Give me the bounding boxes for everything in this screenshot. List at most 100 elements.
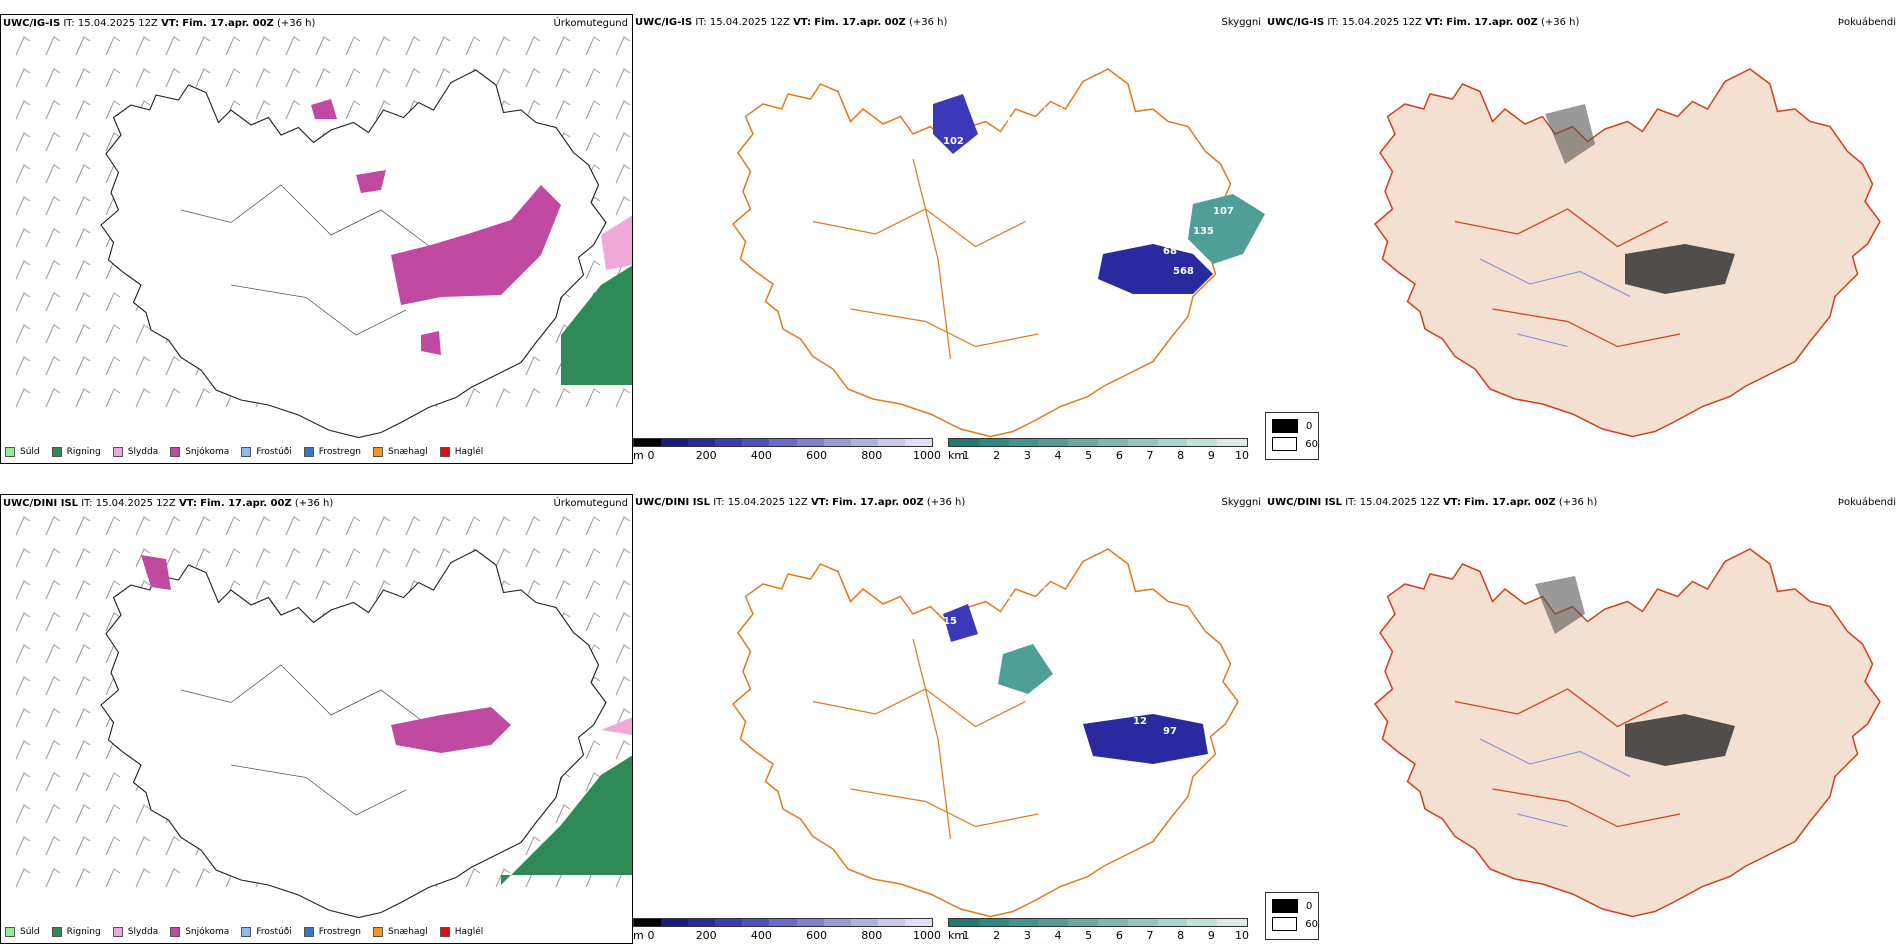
panel-header: UWC/DINI ISL IT: 15.04.2025 12Z VT: Fim.… — [3, 498, 334, 509]
legend-label: Snjókoma — [185, 927, 230, 937]
wind-barb — [525, 548, 541, 568]
wind-barb — [435, 36, 451, 56]
ceiling-label: 117 — [963, 166, 984, 177]
legend-label: Súld — [20, 447, 40, 457]
wind-barb — [585, 516, 601, 536]
wind-barb — [315, 68, 331, 88]
wind-barb — [525, 516, 541, 536]
legend-swatch — [303, 927, 314, 937]
wind-barb — [375, 36, 391, 56]
wind-barb — [105, 356, 121, 376]
wind-barb — [165, 516, 181, 536]
wind-barb — [525, 836, 541, 856]
wind-barb — [15, 164, 31, 184]
visibility-scale: km 1 2 3 4 5 6 7 8 9 10 — [948, 438, 1249, 464]
ceiling-label: 30 — [1213, 686, 1227, 697]
panel-header: UWC/DINI ISL IT: 15.04.2025 12Z VT: Fim.… — [635, 497, 966, 508]
wind-barb — [15, 228, 31, 248]
wind-barb — [615, 164, 631, 184]
wind-barb — [45, 548, 61, 568]
wind-barb — [165, 836, 181, 856]
wind-barb — [45, 100, 61, 120]
wind-barb — [135, 868, 151, 888]
wind-barb — [75, 836, 91, 856]
ceiling-label: 156 — [1023, 626, 1044, 637]
wind-barb — [15, 580, 31, 600]
wind-barb — [255, 548, 271, 568]
low-vis-area — [1188, 194, 1265, 264]
legend-item: Snæhagl — [373, 927, 428, 937]
wind-barb — [135, 36, 151, 56]
wind-barb — [345, 100, 361, 120]
wind-barb — [195, 68, 211, 88]
scale-tick: 200 — [695, 449, 717, 462]
legend-swatch — [439, 927, 450, 937]
wind-barb — [405, 548, 421, 568]
rivers — [1479, 738, 1631, 827]
wind-barb — [435, 548, 451, 568]
wind-barb — [105, 100, 121, 120]
legend-label: Haglél — [454, 447, 484, 457]
ceiling-label: 302 — [1043, 106, 1064, 117]
wind-barb — [45, 356, 61, 376]
wind-barb — [615, 100, 631, 120]
wind-barb — [435, 68, 451, 88]
wind-barb — [615, 708, 631, 728]
wind-barb — [555, 804, 571, 824]
road-network — [812, 638, 1039, 840]
legend-swatch — [373, 447, 384, 457]
wind-barb — [105, 292, 121, 312]
wind-barb — [285, 68, 301, 88]
wind-barb — [45, 132, 61, 152]
rivers — [1479, 258, 1631, 347]
wind-barb — [615, 612, 631, 632]
fog-panel-bottom: UWC/DINI ISL IT: 15.04.2025 12Z VT: Fim.… — [1265, 494, 1900, 944]
wind-barb — [45, 644, 61, 664]
precip-type-panel-bottom: UWC/DINI ISL IT: 15.04.2025 12Z VT: Fim.… — [0, 494, 633, 944]
scale-tick: 200 — [695, 929, 717, 942]
wind-barb — [525, 68, 541, 88]
scale-tick: 4 — [1054, 449, 1062, 462]
wind-barb — [615, 388, 631, 408]
ceiling-label: 15 — [943, 616, 957, 627]
wind-barb — [75, 292, 91, 312]
scale-tick: 0 — [647, 449, 655, 462]
ceiling-label: 12 — [1133, 716, 1147, 727]
legend-label: Frostúði — [256, 447, 292, 457]
wind-barb — [45, 292, 61, 312]
ceiling-label: 22 — [1193, 706, 1207, 717]
legend-item: Slydda — [112, 447, 158, 457]
scale-tick: 800 — [861, 449, 883, 462]
scale-unit: km — [948, 929, 966, 942]
wind-barb — [45, 36, 61, 56]
scale-tick: 8 — [1177, 929, 1185, 942]
legend-swatch — [170, 447, 181, 457]
legend-label: Haglél — [454, 927, 484, 937]
wind-barb — [405, 68, 421, 88]
wind-barb — [615, 548, 631, 568]
wind-barb — [285, 516, 301, 536]
wind-barb — [75, 164, 91, 184]
fog-area-2 — [1535, 576, 1585, 634]
legend-label: Snæhagl — [388, 927, 428, 937]
wind-barb — [345, 580, 361, 600]
wind-barb — [105, 804, 121, 824]
fog-legend: 0 60 — [1265, 412, 1319, 460]
snow-area-small — [421, 331, 441, 355]
wind-barb — [15, 644, 31, 664]
wind-barb — [525, 356, 541, 376]
wind-barb — [75, 36, 91, 56]
wind-barb — [45, 708, 61, 728]
legend-swatch — [112, 447, 123, 457]
visibility-panel-top: UWC/IG-IS IT: 15.04.2025 12Z VT: Fim. 17… — [633, 14, 1265, 464]
ceiling-label: 80 — [1133, 236, 1147, 247]
wind-barb — [165, 68, 181, 88]
ceiling-label: 107 — [1213, 206, 1234, 217]
wind-barb — [75, 772, 91, 792]
legend-swatch — [373, 927, 384, 937]
scale-tick: 10 — [1235, 449, 1249, 462]
snow-patch — [311, 99, 337, 119]
wind-barb — [255, 100, 271, 120]
wind-barb — [15, 516, 31, 536]
wind-barb — [15, 708, 31, 728]
